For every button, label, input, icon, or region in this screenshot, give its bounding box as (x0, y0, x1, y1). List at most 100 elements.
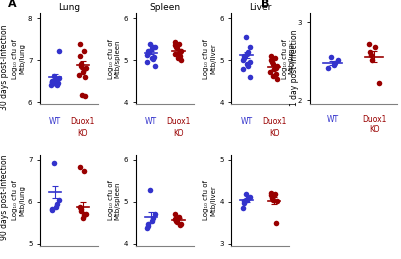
Point (81, 213, 87, 217)
Point (270, 74, 277, 78)
Point (241, 54, 247, 58)
Point (78, 209, 85, 213)
Point (177, 54, 184, 58)
Point (54, 202, 61, 206)
Point (82, 94, 89, 98)
Point (151, 55, 157, 59)
Point (269, 60, 275, 64)
Point (274, 199, 280, 203)
Point (81, 67, 87, 71)
Y-axis label: Log₁₀ cfu of
Mtb/spleen: Log₁₀ cfu of Mtb/spleen (108, 39, 121, 79)
Point (330, 63, 337, 67)
Point (245, 50, 252, 54)
Point (244, 62, 251, 66)
Point (54, 82, 60, 87)
Point (272, 66, 279, 70)
Point (272, 221, 279, 225)
Point (148, 46, 155, 51)
Text: B: B (261, 0, 270, 9)
Text: KO: KO (269, 129, 279, 138)
Text: 30 days post-Infection: 30 days post-Infection (0, 25, 8, 110)
Point (53, 82, 59, 86)
Text: WT: WT (145, 117, 157, 126)
Point (269, 196, 275, 200)
Point (268, 190, 274, 195)
Point (152, 212, 158, 216)
Point (328, 55, 334, 60)
Point (244, 52, 251, 56)
Point (242, 192, 249, 196)
Point (81, 49, 87, 53)
Point (177, 223, 183, 227)
Y-axis label: Log₁₀ cfu of
Mtb/lung: Log₁₀ cfu of Mtb/lung (282, 39, 295, 79)
Point (49, 207, 56, 211)
Point (272, 56, 278, 60)
Point (77, 165, 83, 169)
Point (325, 66, 331, 70)
Point (49, 208, 56, 212)
Point (171, 52, 178, 56)
Text: WT: WT (241, 117, 253, 126)
Point (372, 45, 379, 49)
Point (240, 206, 246, 210)
Point (49, 79, 56, 83)
Text: Duox1: Duox1 (71, 117, 95, 126)
Point (48, 83, 55, 88)
Point (247, 195, 253, 199)
Point (83, 66, 89, 70)
Point (150, 45, 156, 49)
Point (366, 50, 373, 54)
Point (80, 70, 87, 74)
Point (77, 61, 84, 66)
Point (271, 67, 278, 71)
Point (173, 45, 180, 49)
Point (174, 56, 181, 60)
Point (272, 192, 278, 196)
Point (241, 56, 247, 60)
Point (242, 35, 249, 39)
Point (144, 60, 150, 64)
Text: 90 days post-Infection: 90 days post-Infection (0, 154, 8, 240)
Point (55, 81, 61, 85)
Point (172, 40, 178, 45)
Text: KO: KO (78, 129, 88, 138)
Point (77, 54, 83, 58)
Point (53, 78, 59, 82)
Text: Duox1: Duox1 (166, 117, 191, 126)
Point (247, 45, 253, 49)
Point (78, 64, 85, 69)
Point (53, 205, 59, 209)
Point (82, 75, 88, 79)
Y-axis label: Log₁₀ cfu of
Mtb/spleen: Log₁₀ cfu of Mtb/spleen (108, 180, 121, 220)
Point (268, 54, 274, 58)
Point (152, 45, 158, 49)
Point (375, 81, 382, 85)
Point (150, 57, 156, 61)
Point (172, 217, 179, 221)
Point (49, 80, 56, 84)
Point (241, 199, 247, 203)
Point (76, 73, 82, 77)
Text: WT: WT (326, 114, 338, 124)
Title: Liver: Liver (249, 3, 271, 12)
Text: Duox1: Duox1 (362, 114, 386, 124)
Point (77, 205, 83, 209)
Point (239, 67, 246, 71)
Point (245, 64, 251, 69)
Y-axis label: Log₁₀ cfu of
Mtb/liver: Log₁₀ cfu of Mtb/liver (203, 39, 217, 79)
Point (51, 161, 57, 165)
Point (246, 60, 253, 64)
Point (241, 200, 247, 205)
Point (56, 76, 62, 80)
Point (147, 188, 153, 192)
Title: Lung: Lung (58, 3, 80, 12)
Point (174, 46, 180, 51)
Point (366, 42, 373, 46)
Point (145, 51, 151, 55)
Point (56, 49, 63, 53)
Y-axis label: Log₁₀ cfu of
Mtb/lung: Log₁₀ cfu of Mtb/lung (12, 180, 25, 220)
Point (268, 193, 274, 198)
Point (368, 53, 374, 57)
Point (269, 198, 276, 202)
Point (144, 226, 150, 230)
